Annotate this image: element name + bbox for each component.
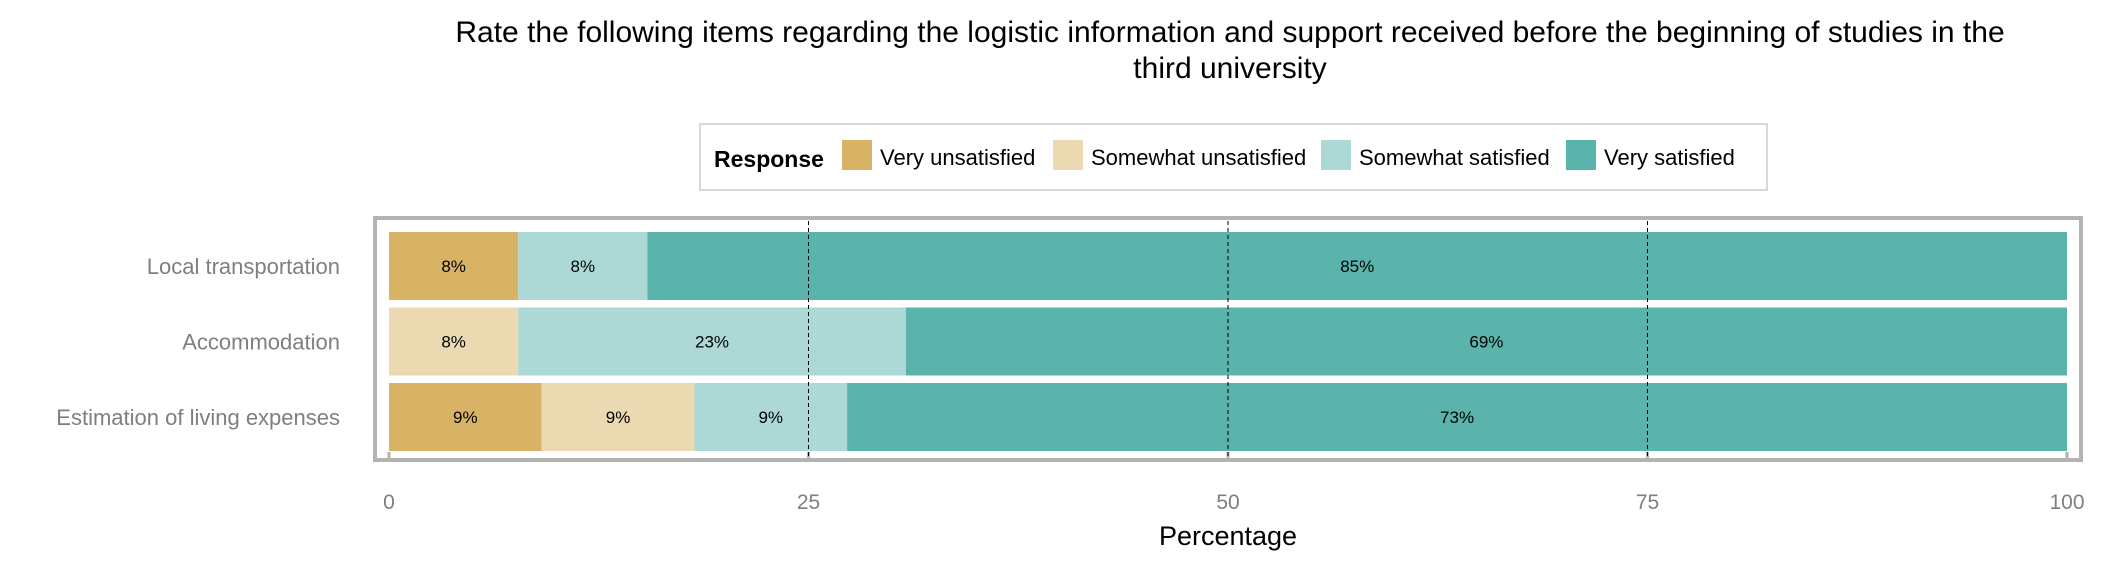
legend-swatch-somewhat-unsatisfied	[1053, 140, 1083, 170]
x-tick-label-50: 50	[1216, 491, 1239, 514]
data-label: 8%	[441, 333, 466, 352]
y-label-local-transportation: Local transportation	[147, 254, 340, 279]
data-label: 9%	[453, 408, 478, 427]
bar-somewhat-satisfied-accommodation	[518, 307, 906, 376]
chart-title-line-2: third university	[1133, 52, 1326, 85]
legend-title: Response	[714, 146, 824, 172]
x-tick-label-0: 0	[383, 491, 395, 514]
bar-very-satisfied-estimation-of-living-expenses	[847, 383, 2067, 451]
bar-somewhat-unsatisfied-accommodation	[389, 307, 519, 376]
legend-label-somewhat-satisfied: Somewhat satisfied	[1359, 145, 1550, 170]
legend-label-very-satisfied: Very satisfied	[1604, 145, 1735, 170]
data-label: 9%	[606, 408, 631, 427]
bar-somewhat-unsatisfied-estimation-of-living-expenses	[541, 383, 695, 451]
bar-somewhat-satisfied-estimation-of-living-expenses	[694, 383, 848, 451]
chart-title-line-1: Rate the following items regarding the l…	[455, 16, 2004, 49]
bar-very-unsatisfied-local-transportation	[389, 232, 519, 300]
y-axis-labels: Local transportation Accommodation Estimat…	[56, 254, 340, 430]
legend-swatch-very-satisfied	[1566, 140, 1596, 170]
x-tick-label-25: 25	[797, 491, 820, 514]
legend: Response Very unsatisfied Somewhat unsati…	[699, 123, 1768, 191]
legend-swatch-somewhat-satisfied	[1321, 140, 1351, 170]
y-label-accommodation: Accommodation	[182, 330, 340, 355]
legend-label-very-unsatisfied: Very unsatisfied	[880, 145, 1035, 170]
data-label: 69%	[1469, 333, 1503, 352]
data-label: 85%	[1340, 257, 1374, 276]
x-axis: Percentage 0 25 50 75 100	[383, 491, 2084, 551]
bars: 8% 8% 85% 8% 23% 69% 9% 9% 9% 73%	[389, 221, 2067, 457]
data-label: 23%	[695, 333, 729, 352]
data-label: 8%	[441, 257, 466, 276]
x-axis-title: Percentage	[1159, 521, 1297, 551]
bar-very-unsatisfied-estimation-of-living-expenses	[389, 383, 542, 451]
bar-very-satisfied-accommodation	[905, 307, 2067, 376]
y-label-estimation-of-living-expenses: Estimation of living expenses	[56, 405, 340, 430]
bar-somewhat-satisfied-local-transportation	[518, 232, 648, 300]
chart-title: Rate the following items regarding the l…	[455, 16, 2004, 85]
data-label: 73%	[1440, 408, 1474, 427]
data-label: 9%	[758, 408, 783, 427]
legend-swatch-very-unsatisfied	[842, 140, 872, 170]
x-tick-label-75: 75	[1636, 491, 1659, 514]
x-tick-label-100: 100	[2049, 491, 2084, 514]
bar-very-satisfied-local-transportation	[647, 232, 2067, 300]
legend-label-somewhat-unsatisfied: Somewhat unsatisfied	[1091, 145, 1306, 170]
data-label: 8%	[571, 257, 596, 276]
